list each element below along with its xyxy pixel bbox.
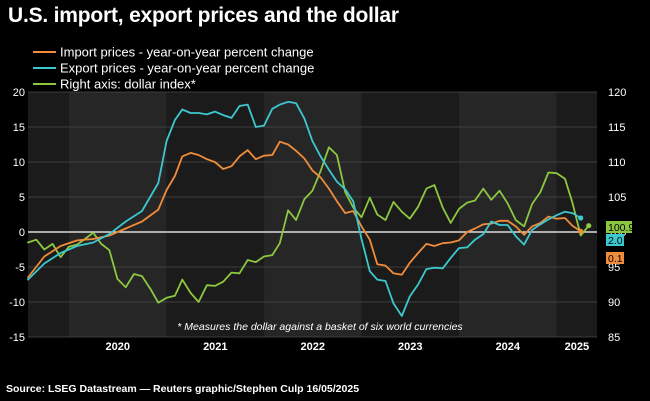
x-tick-label: 2021: [203, 341, 227, 353]
end-label-text: 0.1: [608, 253, 623, 265]
legend-label: Right axis: dollar index*: [60, 77, 196, 92]
left-tick-label: 20: [13, 87, 25, 99]
left-tick-label: -10: [9, 297, 25, 309]
x-tick-label: 2020: [105, 341, 129, 353]
series-lines: [27, 100, 592, 317]
legend: Import prices - year-on-year percent cha…: [33, 45, 314, 92]
left-tick-label: -15: [9, 332, 25, 344]
chart-annotation: * Measures the dollar against a basket o…: [177, 321, 463, 333]
right-tick-label: 110: [608, 157, 626, 169]
right-axis-ticks: 120115110105100959085: [608, 87, 626, 344]
right-tick-label: 95: [608, 262, 620, 274]
left-tick-label: 10: [13, 157, 25, 169]
year-band: [264, 92, 362, 337]
year-band: [28, 92, 69, 337]
series-line: [27, 146, 590, 304]
year-band: [556, 92, 597, 337]
right-tick-label: 105: [608, 192, 626, 204]
x-tick-label: 2024: [496, 341, 521, 353]
gridlines: [28, 91, 597, 338]
series-end-dot: [578, 215, 584, 221]
left-tick-label: 5: [19, 192, 25, 204]
year-band: [361, 92, 459, 337]
left-tick-label: -5: [15, 262, 25, 274]
right-tick-label: 120: [608, 87, 626, 99]
end-label-box: [606, 234, 624, 246]
series-line: [27, 100, 582, 317]
x-tick-label: 2025: [565, 341, 589, 353]
legend-label: Export prices - year-on-year percent cha…: [60, 61, 314, 76]
right-tick-label: 85: [608, 332, 620, 344]
legend-label: Import prices - year-on-year percent cha…: [60, 45, 314, 60]
right-tick-label: 90: [608, 297, 620, 309]
right-tick-label: 115: [608, 122, 626, 134]
x-tick-label: 2023: [398, 341, 422, 353]
left-tick-label: 15: [13, 122, 25, 134]
series-end-dot: [578, 228, 584, 234]
end-label-text: 2.0: [608, 235, 623, 247]
source-note: Source: LSEG Datastream — Reuters graphi…: [6, 383, 360, 395]
series-end-dot: [586, 223, 592, 229]
year-band: [166, 92, 265, 337]
series-line: [27, 140, 582, 279]
chart-title: U.S. import, export prices and the dolla…: [8, 4, 399, 27]
left-axis-ticks: 20 15 10 5 0 -5 -10 -15: [9, 87, 25, 344]
x-tick-label: 2022: [301, 341, 325, 353]
end-label-text: 100.9: [608, 222, 634, 234]
left-tick-label: 0: [19, 227, 25, 239]
x-axis-ticks: 2020 2021 2022 2023 2024 2025: [105, 341, 589, 353]
year-band: [458, 92, 557, 337]
end-label-box: [606, 221, 632, 233]
year-bands: [28, 92, 597, 337]
end-label-box: [606, 252, 624, 264]
